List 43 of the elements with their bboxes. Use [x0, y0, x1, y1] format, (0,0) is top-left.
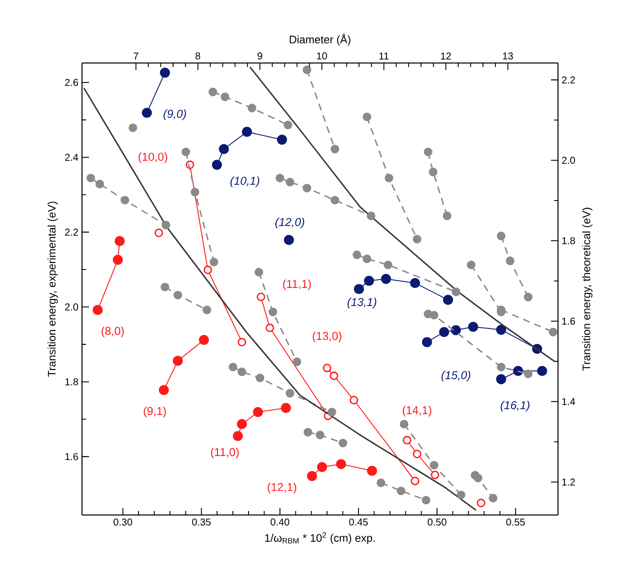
x-tick-label: 0.55 [506, 518, 525, 526]
y-axis-title: Transition energy, experimental (eV) [48, 202, 58, 377]
x-tick-label: 0.35 [192, 518, 211, 526]
series-label: (9,1) [144, 406, 166, 418]
x2-axis-title: Diameter (Å) [290, 34, 350, 46]
x2-tick-label: 8 [196, 52, 200, 60]
y2-axis-title: Transition energy, theoretical (eV) [582, 208, 592, 371]
series-label: (14,1) [402, 406, 432, 417]
y2-tick-label: 2.2 [562, 76, 575, 84]
series-label: (8,0) [102, 326, 124, 338]
y2-tick-label: 1.8 [562, 237, 575, 244]
series-label: (12,0) [275, 218, 304, 228]
series-label: (13,1) [348, 298, 376, 308]
series-label: (16,1) [500, 400, 530, 412]
x2-tick-label: 9 [258, 52, 262, 60]
y-tick-label: 2.0 [65, 303, 78, 310]
x-tick-label: 0.50 [428, 518, 446, 526]
series-label: (10,1) [230, 176, 260, 188]
y2-tick-label: 1.4 [562, 398, 576, 406]
y2-tick-label: 2.0 [562, 156, 575, 164]
y2-tick-label: 1.6 [562, 318, 575, 325]
series-label: (10,0) [138, 152, 168, 164]
x-tick-label: 0.40 [270, 518, 290, 526]
x2-tick-label: 13 [503, 52, 513, 60]
x-tick-label: 0.45 [349, 518, 368, 526]
x2-tick-label: 10 [317, 52, 328, 60]
y-tick-label: 2.6 [65, 78, 78, 86]
x-axis-title: 1/ω$_{RBM}$ * 10$^{2}$ (cm) exp. [265, 532, 375, 544]
x2-tick-label: 11 [379, 52, 389, 60]
series-label: (11,1) [283, 280, 311, 290]
y-tick-label: 2.4 [65, 154, 78, 161]
series-label: (9,0) [164, 109, 186, 120]
x2-tick-label: 12 [441, 52, 451, 60]
x2-tick-label: 7 [134, 52, 138, 60]
series-label: (11,0) [211, 448, 239, 458]
y-tick-label: 2.2 [65, 228, 78, 236]
series-label: (12,1) [268, 482, 296, 494]
y-tick-label: 1.8 [65, 378, 78, 386]
y-tick-label: 1.6 [65, 453, 78, 460]
y2-tick-label: 1.2 [562, 478, 575, 486]
x-tick-label: 0.30 [114, 518, 132, 526]
text: (13,0) [312, 332, 342, 342]
text: (15,0) [442, 370, 470, 382]
